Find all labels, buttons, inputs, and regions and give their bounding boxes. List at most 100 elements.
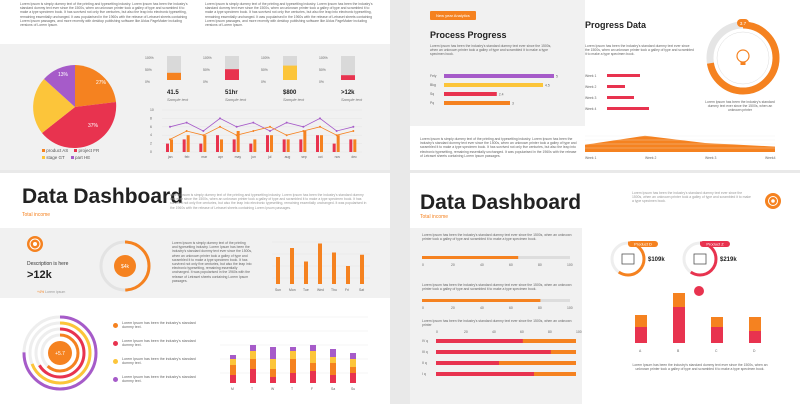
bar [444,101,510,105]
tick-label: 0% [319,80,324,84]
bar [303,131,307,152]
pie-slice-red [42,102,117,149]
legend-text: Lorem Ipsum has been the industry's stan… [122,357,196,365]
intro-paragraph-left: Lorem Ipsum is simply dummy text of the … [20,2,188,28]
x-tick: aug [285,155,291,159]
bar [360,254,364,284]
bar-segment [330,357,336,363]
pie-slice-orange [75,65,116,107]
weekly-area-chart: Week 1 Week 2 Week 3 Week4 [585,135,776,160]
x-tick: 100 [576,330,582,334]
bar-segment [270,359,276,369]
bar [253,139,257,152]
stat-value: 51hr [225,90,238,96]
process-paragraph-bottom: Lorem Ipsum is simply dummy text of the … [420,137,577,158]
product-value: $109k [648,257,665,263]
legend-item: project FR [78,148,100,153]
bar [220,139,223,152]
bar [299,139,303,152]
slide-data-dashboard-left[interactable]: Data Dashboard Total income Lorem Ipsum … [0,173,390,404]
bar-label: Fely [430,74,437,78]
x-tick: 40 [480,263,484,267]
x-tick: Fri [345,288,349,292]
x-tick: 60 [509,306,513,310]
bullet-icon [113,376,118,382]
x-tick: Sa [331,387,335,391]
column-chart: A B C D [635,293,761,353]
point [202,134,205,137]
x-tick: 100 [567,306,573,310]
x-tick: Su [351,387,355,391]
bar-segment [673,293,685,307]
progress-paragraph: Lorem Ipsum has been the industry's stan… [585,44,694,57]
bar-segment [250,369,256,383]
x-tick: Wed [317,288,324,292]
slide-analytics-overview[interactable]: Lorem Ipsum is simply dummy text of the … [0,0,390,170]
slide-data-dashboard-right[interactable]: Data Dashboard Total income Lorem Ipsum … [410,173,800,404]
analytics-badge: New year Analytics [430,11,476,20]
product-name: Product D [634,242,652,247]
point [235,134,238,137]
process-title: Process Progress [430,30,507,40]
bar-segment [230,365,236,375]
x-tick: M [231,387,234,391]
x-tick: 20 [451,306,455,310]
stat-label: Sample text [225,97,247,102]
pie-label-3: 13% [58,72,69,78]
progress-paragraph-1: Lorem Ipsum has been the industry's stan… [422,233,572,242]
pie-label-2: 37% [88,123,99,129]
bar-segment [270,369,276,377]
stat-value: >12k [341,90,355,96]
bar-label: Pq [430,101,434,105]
point [285,134,288,137]
week-label: Week 4 [585,107,597,111]
bar-segment [350,367,356,373]
bar [236,131,240,152]
x-tick: 40 [480,306,484,310]
bar-segment [330,375,336,383]
bar-segment [310,351,316,363]
bullet-icon [113,322,118,328]
bar [318,243,322,284]
bar-fill [436,339,523,343]
bar-segment [310,363,316,371]
point [202,130,205,132]
point [185,130,188,132]
ring-fill [610,241,646,277]
legend-item: part HE [75,155,91,160]
legend-text: Lorem Ipsum has been the industry's stan… [122,339,196,347]
tick-label: 0% [203,80,208,84]
legend-text: Lorem Ipsum has been the industry's stan… [122,375,196,383]
x-tick: jan [167,155,173,159]
pie-chart: 27% 37% 13% [33,65,117,149]
week-label: Week 3 [585,96,597,100]
point [335,134,338,137]
slide-process-progress[interactable]: New year Analytics Process Progress Lore… [410,0,800,170]
stat-bar-fill [167,72,181,80]
stat-bar-bg [341,56,355,80]
tick-label: 50% [319,68,326,72]
x-tick: mar [201,155,208,159]
calendar-icon [621,253,635,265]
bullet-icon [113,340,118,346]
bar [353,139,357,152]
bar-fill [436,372,534,376]
description-value: >12k [27,269,52,281]
x-tick: T [251,387,253,391]
point [269,125,271,128]
x-tick: 80 [538,306,542,310]
dashboard-title: Data Dashboard [22,185,184,208]
bar [249,143,253,152]
legend-row: Lorem Ipsum has been the industry's stan… [113,375,197,383]
pie-slice-yellow [33,79,75,133]
bar [266,135,269,152]
bar-segment [673,307,685,343]
legend-row: Lorem Ipsum has been the industry's stan… [113,339,197,347]
bar-label: I q [422,372,426,376]
x-tick: 80 [538,263,542,267]
bar [290,248,294,284]
point [352,130,355,132]
tick-label: 50% [145,68,152,72]
bar [186,135,190,152]
